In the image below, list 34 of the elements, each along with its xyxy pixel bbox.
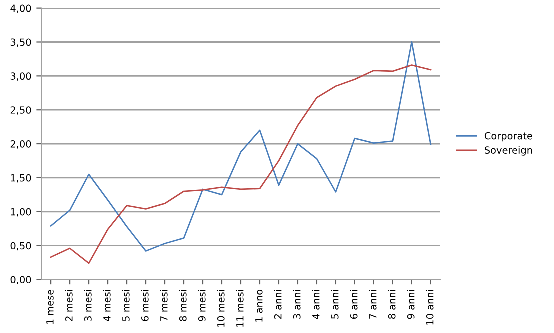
x-tick-label: 9 anni xyxy=(407,290,415,320)
x-tick-label: 6 anni xyxy=(350,290,358,320)
x-tick-label: 10 anni xyxy=(426,290,434,325)
y-tick-label: 3,00 xyxy=(10,72,32,81)
x-tick-label: 8 anni xyxy=(388,290,396,320)
x-tick-label: 1 anno xyxy=(256,290,263,322)
y-tick-label: 4,00 xyxy=(10,4,32,14)
y-tick-label: 1,50 xyxy=(11,174,32,183)
x-tick-label: 5 anni xyxy=(331,290,339,319)
x-tick-label: 5 mesi xyxy=(122,290,130,322)
x-tick-label: 6 mesi xyxy=(141,290,149,322)
line-series xyxy=(50,64,432,264)
x-tick-label: 2 anni xyxy=(274,290,282,319)
x-tick-label: 9 mesi xyxy=(198,290,206,322)
y-tick-label: 3,50 xyxy=(10,38,32,48)
x-tick-label: 4 anni xyxy=(312,290,320,320)
y-tick-label: 2,50 xyxy=(10,106,32,115)
x-tick-label: 2 mesi xyxy=(65,290,73,322)
x-tick-label: 8 mesi xyxy=(179,290,187,322)
x-tick-label: 3 anni xyxy=(293,290,301,319)
legend-label: Sovereign xyxy=(485,146,532,156)
x-tick-label: 4 mesi xyxy=(103,290,111,322)
x-tick-label: 11 mesi xyxy=(236,290,244,328)
y-tick-label: 0,50 xyxy=(10,242,32,251)
line-series xyxy=(50,42,432,252)
y-tick-label: 1,00 xyxy=(11,208,32,217)
x-tick-label: 3 mesi xyxy=(84,290,92,322)
x-tick-label: 7 anni xyxy=(369,290,377,319)
y-tick-label: 2,00 xyxy=(10,140,32,149)
x-tick-label: 10 mesi xyxy=(217,290,225,328)
x-tick-label: 1 mese xyxy=(46,290,54,324)
legend-label: Corporate xyxy=(484,132,532,142)
x-tick-label: 7 mesi xyxy=(160,290,168,322)
y-tick-label: 0,00 xyxy=(10,276,32,285)
